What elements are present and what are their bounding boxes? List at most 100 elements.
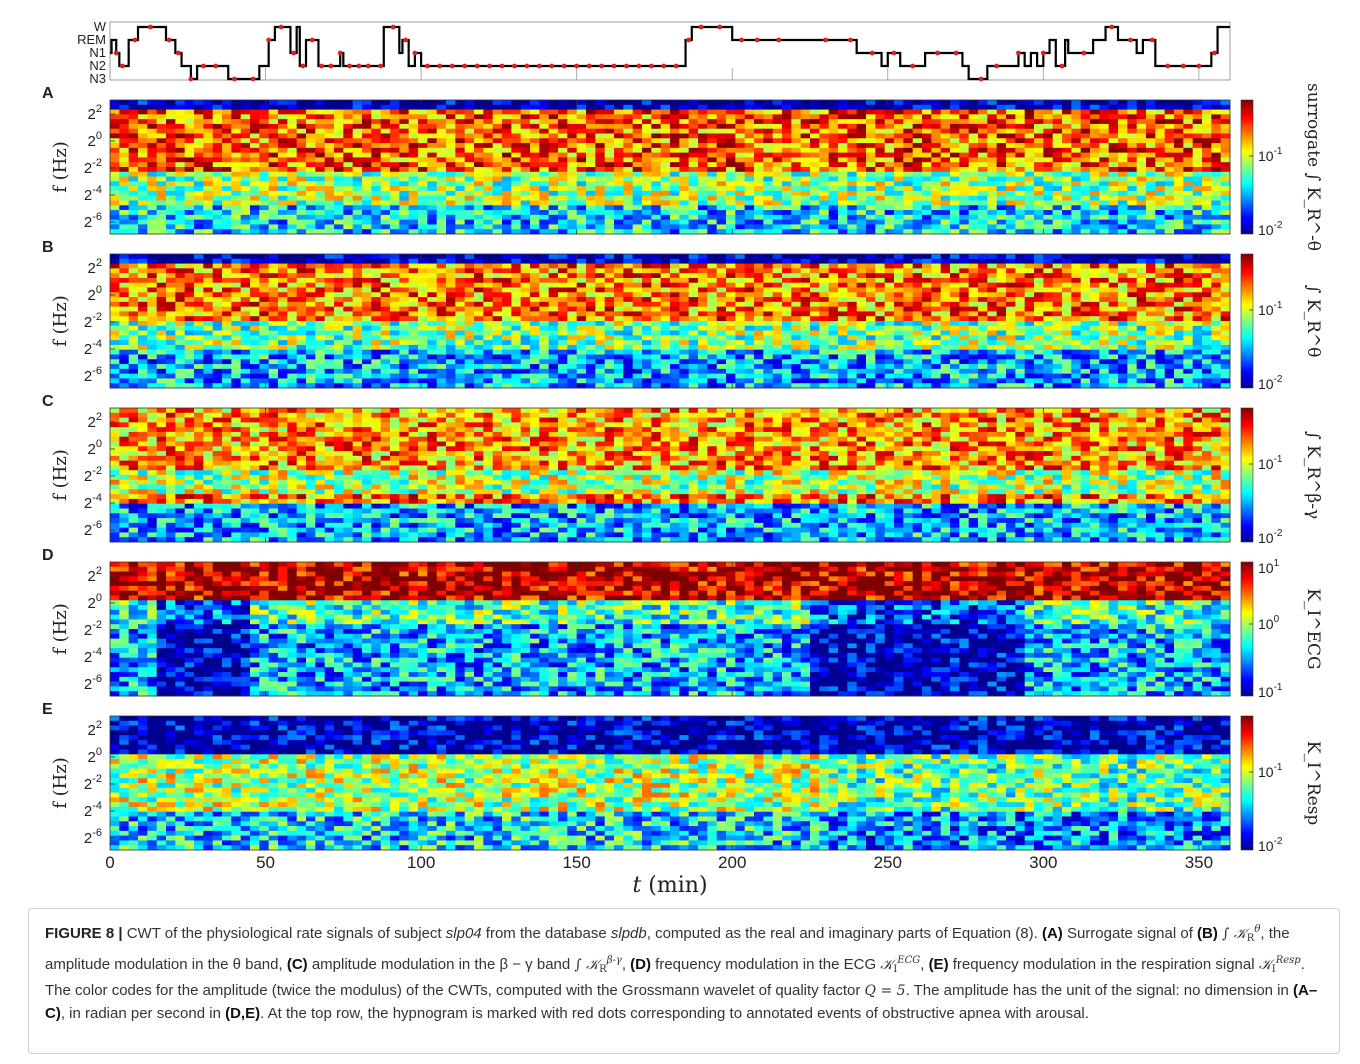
cwt-cell: [436, 200, 447, 206]
cwt-cell: [735, 119, 746, 125]
cwt-cell: [1174, 181, 1184, 187]
cwt-cell: [1071, 138, 1082, 144]
cwt-cell: [1220, 152, 1231, 158]
cwt-cell: [250, 292, 260, 298]
cwt-cell: [707, 254, 718, 260]
cwt-cell: [707, 195, 718, 201]
cwt-cell: [884, 229, 895, 235]
cwt-cell: [427, 162, 438, 168]
cwt-cell: [427, 114, 438, 120]
cwt-cell: [548, 190, 559, 197]
cwt-cell: [651, 171, 662, 177]
cwt-cell: [959, 219, 970, 225]
cwt-cell: [1127, 162, 1138, 168]
cwt-cell: [362, 273, 372, 279]
cwt-cell: [1192, 138, 1203, 144]
cwt-cell: [119, 123, 130, 130]
cwt-cell: [1071, 128, 1082, 134]
cwt-cell: [903, 171, 914, 177]
cwt-cell: [212, 104, 223, 110]
cwt-cell: [138, 200, 148, 206]
cwt-cell: [735, 311, 746, 317]
cwt-cell: [1006, 104, 1016, 110]
cwt-cell: [483, 123, 494, 130]
cwt-cell: [1211, 263, 1222, 269]
cwt-cell: [810, 263, 820, 269]
cwt-cell: [968, 273, 979, 279]
cwt-cell: [772, 205, 783, 211]
cwt-cell: [1071, 133, 1082, 139]
apnea-dot: [910, 63, 916, 69]
cwt-cell: [1108, 171, 1119, 177]
cwt-cell: [1127, 306, 1138, 312]
cwt-cell: [418, 273, 428, 279]
cwt-cell: [679, 210, 690, 216]
cwt-cell: [866, 123, 876, 130]
cwt-cell: [726, 195, 736, 201]
cwt-cell: [632, 229, 643, 235]
cwt-cell: [940, 268, 951, 274]
cwt-cell: [427, 167, 438, 173]
cwt-cell: [287, 214, 298, 221]
cwt-cell: [679, 268, 690, 274]
cwt-cell: [1118, 268, 1128, 274]
cwt-cell: [1024, 306, 1035, 312]
cwt-cell: [978, 282, 988, 288]
cwt-cell: [138, 297, 148, 303]
cwt-cell: [278, 128, 288, 134]
cwt-cell: [352, 210, 363, 216]
cwt-cell: [828, 171, 839, 177]
cwt-cell: [791, 143, 802, 149]
cwt-cell: [1127, 123, 1138, 130]
cwt-cell: [679, 214, 690, 221]
cwt-cell: [399, 301, 410, 308]
cwt-cell: [978, 214, 988, 221]
cwt-cell: [754, 306, 764, 312]
cwt-cell: [800, 282, 811, 288]
cwt-cell: [1090, 195, 1100, 201]
cwt-cell: [987, 104, 998, 110]
cwt-cell: [912, 100, 923, 106]
cwt-cell: [987, 100, 998, 106]
cwt-cell: [1146, 114, 1156, 120]
cwt-cell: [614, 273, 624, 279]
cwt-cell: [502, 311, 512, 317]
cwt-cell: [287, 195, 298, 201]
cwt-cell: [838, 176, 848, 182]
cwt-cell: [819, 190, 830, 197]
cwt-cell: [175, 109, 186, 115]
cwt-cell: [1146, 254, 1156, 260]
cwt-cell: [1099, 123, 1110, 130]
cwt-cell: [688, 138, 699, 144]
cwt-cell: [380, 297, 391, 303]
cwt-cell: [324, 190, 335, 197]
cwt-cell: [754, 229, 764, 235]
cwt-cell: [987, 152, 998, 158]
cwt-cell: [604, 104, 615, 110]
cwt-cell: [1174, 268, 1184, 274]
cwt-cell: [922, 219, 932, 225]
cwt-cell: [436, 306, 447, 312]
cwt-cell: [1127, 143, 1138, 149]
cwt-cell: [1183, 301, 1194, 308]
cwt-cell: [576, 147, 587, 154]
cwt-cell: [399, 123, 410, 130]
cwt-cell: [604, 119, 615, 125]
cwt-cell: [604, 205, 615, 211]
cwt-cell: [240, 200, 251, 206]
cwt-cell: [987, 128, 998, 134]
cwt-cell: [399, 176, 410, 182]
cwt-cell: [1062, 258, 1072, 264]
cwt-cell: [1164, 181, 1175, 187]
cwt-cell: [418, 167, 428, 173]
cwt-cell: [810, 292, 820, 298]
cwt-cell: [679, 162, 690, 168]
cwt-cell: [110, 200, 120, 206]
cwt-cell: [614, 186, 624, 192]
cwt-cell: [1155, 167, 1166, 173]
cwt-cell: [1211, 109, 1222, 115]
cwt-cell: [1118, 287, 1128, 293]
cwt-cell: [875, 162, 886, 168]
cwt-cell: [744, 186, 755, 192]
cwt-cell: [1080, 143, 1091, 149]
